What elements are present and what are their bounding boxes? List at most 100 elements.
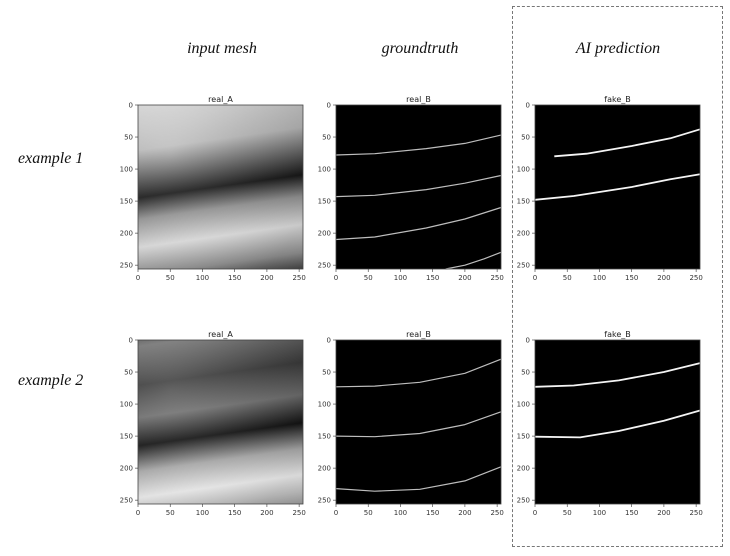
axes-frame <box>534 339 701 505</box>
axes-frame <box>137 104 304 270</box>
y-tick-label: 0 <box>129 102 133 110</box>
y-tick-label: 150 <box>120 433 133 441</box>
x-tick-label: 200 <box>260 274 273 282</box>
x-tick-label: 0 <box>136 274 140 282</box>
x-tick-label: 250 <box>689 509 702 517</box>
x-tick-label: 250 <box>490 509 503 517</box>
x-tick-label: 100 <box>593 274 606 282</box>
panel-title: real_A <box>208 95 233 104</box>
row-label-example-1: example 1 <box>18 150 84 167</box>
x-tick-label: 50 <box>364 509 373 517</box>
column-title-ai-prediction: AI prediction <box>575 40 661 57</box>
y-tick-label: 200 <box>318 465 331 473</box>
y-tick-label: 150 <box>318 433 331 441</box>
y-tick-label: 50 <box>322 369 331 377</box>
column-title-groundtruth: groundtruth <box>381 40 459 57</box>
y-tick-label: 150 <box>318 198 331 206</box>
x-tick-label: 100 <box>394 509 407 517</box>
contour-line <box>534 173 701 201</box>
x-tick-label: 100 <box>394 274 407 282</box>
y-tick-label: 250 <box>318 262 331 270</box>
panel-title: real_B <box>406 330 431 339</box>
contour-line <box>554 128 701 158</box>
y-tick-label: 0 <box>129 337 133 345</box>
x-tick-label: 250 <box>292 274 305 282</box>
y-tick-label: 200 <box>318 230 331 238</box>
y-tick-label: 0 <box>526 102 530 110</box>
y-tick-label: 0 <box>526 337 530 345</box>
x-tick-label: 150 <box>625 509 638 517</box>
panel-title: real_A <box>208 330 233 339</box>
contour-line <box>534 409 701 439</box>
contour-line <box>335 466 502 492</box>
x-tick-label: 200 <box>657 509 670 517</box>
y-tick-label: 0 <box>327 102 331 110</box>
x-tick-label: 100 <box>196 274 209 282</box>
y-tick-label: 250 <box>517 497 530 505</box>
x-tick-label: 150 <box>228 509 241 517</box>
axes-frame <box>534 104 701 270</box>
x-tick-label: 200 <box>657 274 670 282</box>
line-image <box>336 105 501 269</box>
y-tick-label: 50 <box>322 134 331 142</box>
contour-line <box>335 174 502 198</box>
y-tick-label: 200 <box>517 230 530 238</box>
y-tick-label: 150 <box>120 198 133 206</box>
y-tick-label: 50 <box>521 369 530 377</box>
x-tick-label: 0 <box>533 509 537 517</box>
x-tick-label: 100 <box>593 509 606 517</box>
contour-line <box>534 362 701 388</box>
x-tick-label: 50 <box>563 274 572 282</box>
y-tick-label: 200 <box>517 465 530 473</box>
x-tick-label: 150 <box>228 274 241 282</box>
x-tick-label: 250 <box>292 509 305 517</box>
x-tick-label: 150 <box>625 274 638 282</box>
row-label-example-2: example 2 <box>18 372 84 389</box>
ai-prediction-highlight-box <box>512 6 723 547</box>
y-tick-label: 100 <box>318 166 331 174</box>
contour-line <box>335 411 502 438</box>
panel-title: real_B <box>406 95 431 104</box>
y-tick-label: 50 <box>521 134 530 142</box>
y-tick-label: 50 <box>124 369 133 377</box>
x-tick-label: 50 <box>563 509 572 517</box>
x-tick-label: 200 <box>260 509 273 517</box>
y-tick-label: 150 <box>517 198 530 206</box>
panel-title: fake_B <box>604 95 630 104</box>
y-tick-label: 250 <box>318 497 331 505</box>
y-tick-label: 250 <box>120 262 133 270</box>
x-tick-label: 200 <box>458 274 471 282</box>
y-tick-label: 200 <box>120 465 133 473</box>
x-tick-label: 50 <box>166 274 175 282</box>
x-tick-label: 250 <box>490 274 503 282</box>
y-tick-label: 150 <box>517 433 530 441</box>
x-tick-label: 50 <box>166 509 175 517</box>
axes-frame <box>137 339 304 505</box>
panel-title: fake_B <box>604 330 630 339</box>
y-tick-label: 250 <box>517 262 530 270</box>
x-tick-label: 250 <box>689 274 702 282</box>
y-tick-label: 100 <box>120 401 133 409</box>
y-tick-label: 200 <box>120 230 133 238</box>
x-tick-label: 100 <box>196 509 209 517</box>
x-tick-label: 0 <box>334 274 338 282</box>
contour-line <box>335 358 502 388</box>
column-title-input-mesh: input mesh <box>187 40 257 57</box>
contour-line <box>335 134 502 156</box>
y-tick-label: 100 <box>517 401 530 409</box>
y-tick-label: 250 <box>120 497 133 505</box>
line-image <box>535 340 700 504</box>
contour-line <box>445 251 502 270</box>
y-tick-label: 100 <box>517 166 530 174</box>
y-tick-label: 100 <box>120 166 133 174</box>
x-tick-label: 0 <box>136 509 140 517</box>
x-tick-label: 150 <box>426 509 439 517</box>
contour-line <box>335 206 502 241</box>
